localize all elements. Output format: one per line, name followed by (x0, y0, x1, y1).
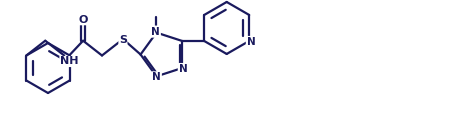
Text: N: N (152, 72, 161, 82)
Text: N: N (247, 37, 255, 47)
Text: N: N (179, 64, 187, 74)
Text: O: O (78, 15, 88, 25)
Text: N: N (151, 27, 160, 37)
Text: NH: NH (60, 56, 78, 67)
Text: S: S (119, 35, 127, 45)
